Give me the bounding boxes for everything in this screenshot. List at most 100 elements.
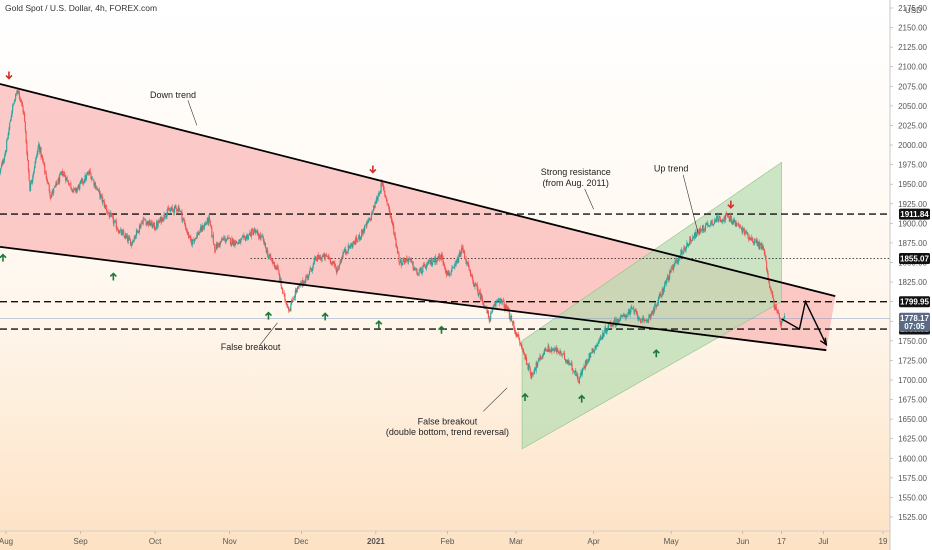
candle-body [368, 218, 370, 220]
y-tick-label: 1950.00 [898, 180, 927, 189]
candle-body [315, 257, 317, 260]
candle-body [755, 239, 757, 244]
candle-body [532, 374, 534, 375]
candle-body [627, 313, 629, 316]
candle-body [530, 374, 532, 379]
candle-body [428, 260, 430, 262]
y-tick-label: 1925.00 [898, 200, 927, 209]
candle-body [680, 250, 682, 256]
candle-body [722, 220, 724, 221]
candle-body [402, 258, 405, 262]
candle-body [537, 359, 539, 362]
candle-body [369, 218, 371, 220]
candle-body [135, 235, 137, 238]
candle-body [338, 265, 340, 269]
candle-body [519, 343, 522, 345]
candle-body [419, 269, 421, 272]
candle-body [754, 240, 756, 243]
candle-body [214, 245, 216, 252]
candle-body [203, 224, 205, 228]
candle-body [282, 292, 284, 294]
candle-body [761, 244, 763, 250]
candle-body [303, 281, 305, 284]
candle-body [420, 267, 422, 271]
candle-body [769, 283, 771, 288]
candle-body [44, 163, 46, 172]
candle-body [543, 349, 545, 355]
candle-body [135, 229, 138, 236]
candle-body [652, 308, 654, 315]
candle-body [47, 182, 50, 185]
candle-body [548, 346, 550, 352]
candle-body [593, 351, 595, 353]
candle-body [654, 304, 656, 311]
candle-body [499, 300, 501, 304]
trend-lines [0, 83, 836, 412]
candle-body [109, 213, 111, 218]
candle-body [439, 255, 441, 257]
candle-body [644, 319, 646, 321]
candle-body [562, 353, 564, 355]
candle-body [426, 264, 428, 269]
candle-body [408, 258, 410, 262]
candle-body [683, 247, 685, 253]
candle-body [727, 216, 729, 217]
candle-body [71, 189, 73, 192]
candle-body [741, 228, 743, 233]
candle-body [712, 224, 714, 225]
candle-body [257, 232, 259, 236]
candle-body [131, 242, 133, 244]
candle-body [396, 245, 398, 247]
candle-body [757, 241, 759, 247]
candle-body [674, 261, 676, 265]
candle-body [353, 241, 355, 244]
y-tick-label: 1875.00 [898, 239, 927, 248]
candle-body [60, 173, 62, 174]
candle-body [275, 266, 277, 268]
candle-body [0, 165, 3, 168]
candle-body [105, 205, 107, 208]
candle-body [79, 183, 81, 189]
candle-body [398, 253, 400, 262]
candle-body [81, 178, 83, 182]
candle-body [195, 237, 197, 240]
candle-body [496, 300, 498, 301]
time-axis[interactable]: Aug Sep Oct Nov Dec 2021 Feb Mar Apr May Jun 17 Jul 1… [0, 530, 890, 546]
candle-body [268, 256, 270, 258]
up-arrow-icon [652, 349, 660, 358]
candle-body [476, 284, 478, 290]
candle-body [766, 261, 768, 270]
candle-body [351, 244, 353, 248]
candle-body [660, 294, 662, 297]
candle-body [179, 210, 182, 212]
candle-body [468, 265, 470, 271]
candle-body [54, 185, 56, 187]
candle-body [248, 233, 250, 236]
candle-body [355, 236, 358, 241]
candle-body [346, 251, 348, 253]
candle-body [443, 262, 445, 266]
candle-body [693, 235, 695, 238]
candle-body [22, 106, 24, 113]
candle-body [503, 301, 505, 308]
candle-body [707, 225, 710, 226]
candle-body [219, 241, 221, 247]
candle-body [475, 284, 478, 286]
candle-body [141, 222, 143, 224]
candle-body [689, 237, 691, 245]
candle-body [206, 223, 208, 225]
candle-body [497, 299, 499, 301]
candle-body [745, 232, 747, 234]
annotation-label: (from Aug. 2011) [543, 178, 609, 188]
candle-body [179, 210, 181, 211]
candle-body [199, 232, 201, 233]
candle-body [590, 353, 592, 358]
candle-body [25, 131, 27, 143]
x-tick-label: Feb [441, 537, 455, 546]
candle-body [94, 182, 97, 189]
up-arrow-icon [578, 394, 586, 403]
candle-body [728, 216, 730, 222]
y-tick-label: 2075.00 [898, 82, 927, 91]
candle-body [147, 221, 149, 226]
